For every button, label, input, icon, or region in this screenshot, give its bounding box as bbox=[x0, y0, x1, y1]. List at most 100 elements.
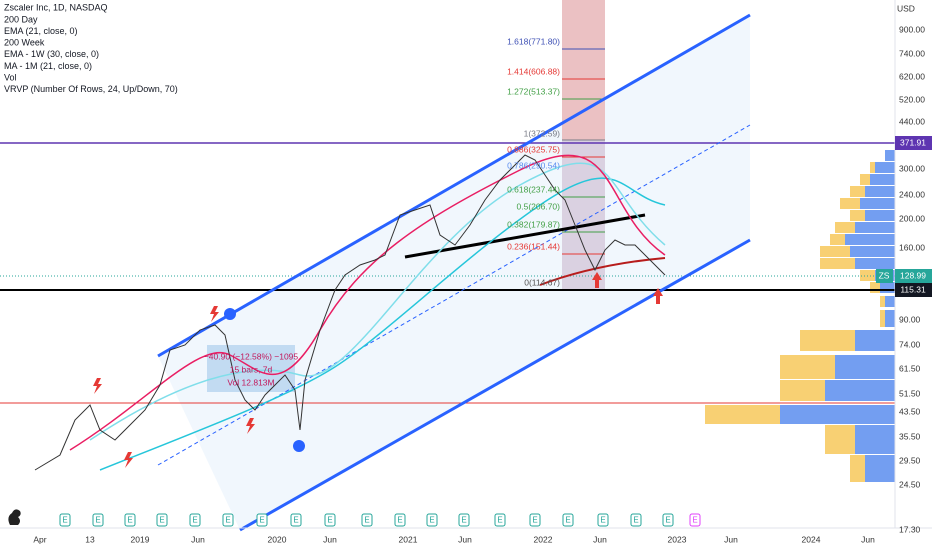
vp-up bbox=[850, 246, 895, 257]
price-label: 440.00 bbox=[899, 116, 925, 126]
earnings-marker: E bbox=[497, 516, 502, 525]
price-label: 90.00 bbox=[899, 314, 921, 324]
earnings-marker: E bbox=[293, 516, 298, 525]
vp-down bbox=[825, 425, 855, 454]
earnings-marker: E bbox=[259, 516, 264, 525]
time-label: Jun bbox=[593, 534, 607, 544]
vp-up bbox=[845, 234, 895, 245]
price-label: 200.00 bbox=[899, 213, 925, 223]
vp-down bbox=[820, 258, 855, 269]
fib-label: 0(114.67) bbox=[524, 277, 560, 287]
price-label: 240.00 bbox=[899, 189, 925, 199]
price-label: 740.00 bbox=[899, 48, 925, 58]
earnings-box bbox=[92, 513, 104, 527]
earnings-marker: E bbox=[127, 516, 132, 525]
fib-label: 0.618(237.44) bbox=[507, 184, 560, 194]
earnings-box bbox=[256, 513, 268, 527]
vp-down bbox=[830, 234, 845, 245]
indicator-label: EMA (21, close, 0) bbox=[4, 26, 78, 36]
symbol-title: Zscaler Inc, 1D, NASDAQ bbox=[4, 2, 108, 12]
time-label: 2020 bbox=[268, 534, 287, 544]
price-label: 24.50 bbox=[899, 479, 921, 489]
fib-label: 0.382(179.87) bbox=[507, 219, 560, 229]
earnings-box bbox=[124, 513, 136, 527]
vp-down bbox=[840, 198, 860, 209]
vp-up bbox=[855, 258, 895, 269]
earnings-box bbox=[426, 513, 438, 527]
time-label: Jun bbox=[191, 534, 205, 544]
vp-up bbox=[885, 150, 895, 161]
earnings-box bbox=[662, 513, 674, 527]
earnings-marker: E bbox=[633, 516, 638, 525]
price-label: 520.00 bbox=[899, 94, 925, 104]
price-tag: 371.91 bbox=[900, 137, 926, 147]
price-tag-bg bbox=[895, 136, 932, 150]
vp-up bbox=[780, 405, 895, 424]
vp-down bbox=[850, 455, 865, 482]
earnings-box bbox=[494, 513, 506, 527]
time-label: Jun bbox=[724, 534, 738, 544]
earnings-marker: E bbox=[62, 516, 67, 525]
price-label: 29.50 bbox=[899, 455, 921, 465]
price-label: 300.00 bbox=[899, 163, 925, 173]
earnings-marker: E bbox=[600, 516, 605, 525]
earnings-marker: E bbox=[532, 516, 537, 525]
fib-label: 1.618(771.80) bbox=[507, 36, 560, 46]
vp-down bbox=[705, 405, 780, 424]
vp-up bbox=[825, 380, 895, 401]
indicator-label: VRVP (Number Of Rows, 24, Up/Down, 70) bbox=[4, 84, 178, 94]
vp-up bbox=[885, 296, 895, 307]
logo bbox=[8, 509, 21, 525]
symbol-tag: ZS bbox=[879, 270, 890, 280]
vp-up bbox=[855, 425, 895, 454]
earnings-box bbox=[59, 513, 71, 527]
earnings-box bbox=[156, 513, 168, 527]
sma-200 bbox=[89, 162, 666, 441]
vp-down bbox=[780, 355, 835, 379]
vp-down bbox=[850, 186, 865, 197]
earnings-marker: E bbox=[692, 516, 697, 525]
earnings-marker: E bbox=[461, 516, 466, 525]
arrow-up bbox=[653, 288, 663, 304]
earnings-box bbox=[324, 513, 336, 527]
price-tag: 115.31 bbox=[900, 284, 926, 294]
measure-text: 15 bars, 7d bbox=[230, 364, 273, 374]
earnings-box bbox=[689, 513, 701, 527]
signal-bolt bbox=[210, 306, 219, 322]
vp-down bbox=[820, 246, 850, 257]
fib-label: 1.414(606.88) bbox=[507, 66, 560, 76]
earnings-marker: E bbox=[159, 516, 164, 525]
vp-up bbox=[865, 455, 895, 482]
channel-upper bbox=[157, 13, 751, 358]
time-label: 2023 bbox=[668, 534, 687, 544]
price-label: 51.50 bbox=[899, 388, 921, 398]
vp-up bbox=[865, 210, 895, 221]
time-label: 2021 bbox=[399, 534, 418, 544]
vp-up bbox=[885, 310, 895, 327]
vp-up bbox=[835, 355, 895, 379]
price-label: 61.50 bbox=[899, 363, 921, 373]
vp-up bbox=[865, 186, 895, 197]
earnings-marker: E bbox=[665, 516, 670, 525]
price-label: 74.00 bbox=[899, 339, 921, 349]
price-line bbox=[34, 154, 666, 471]
earnings-box bbox=[222, 513, 234, 527]
signal-bolt bbox=[246, 418, 255, 434]
arrow-up bbox=[592, 272, 602, 288]
earnings-marker: E bbox=[429, 516, 434, 525]
vp-down bbox=[880, 310, 885, 327]
price-label: 160.00 bbox=[899, 242, 925, 252]
time-label: Jun bbox=[458, 534, 472, 544]
signal-bolt bbox=[93, 378, 102, 394]
earnings-marker: E bbox=[192, 516, 197, 525]
trend-line bbox=[404, 213, 646, 259]
earnings-marker: E bbox=[327, 516, 332, 525]
vp-down bbox=[870, 282, 880, 293]
vp-up bbox=[855, 330, 895, 351]
earnings-marker: E bbox=[397, 516, 402, 525]
vp-down bbox=[880, 296, 885, 307]
fib-label: 0.786(290.54) bbox=[507, 160, 560, 170]
indicator-label: 200 Week bbox=[4, 38, 45, 48]
price-label: 620.00 bbox=[899, 71, 925, 81]
